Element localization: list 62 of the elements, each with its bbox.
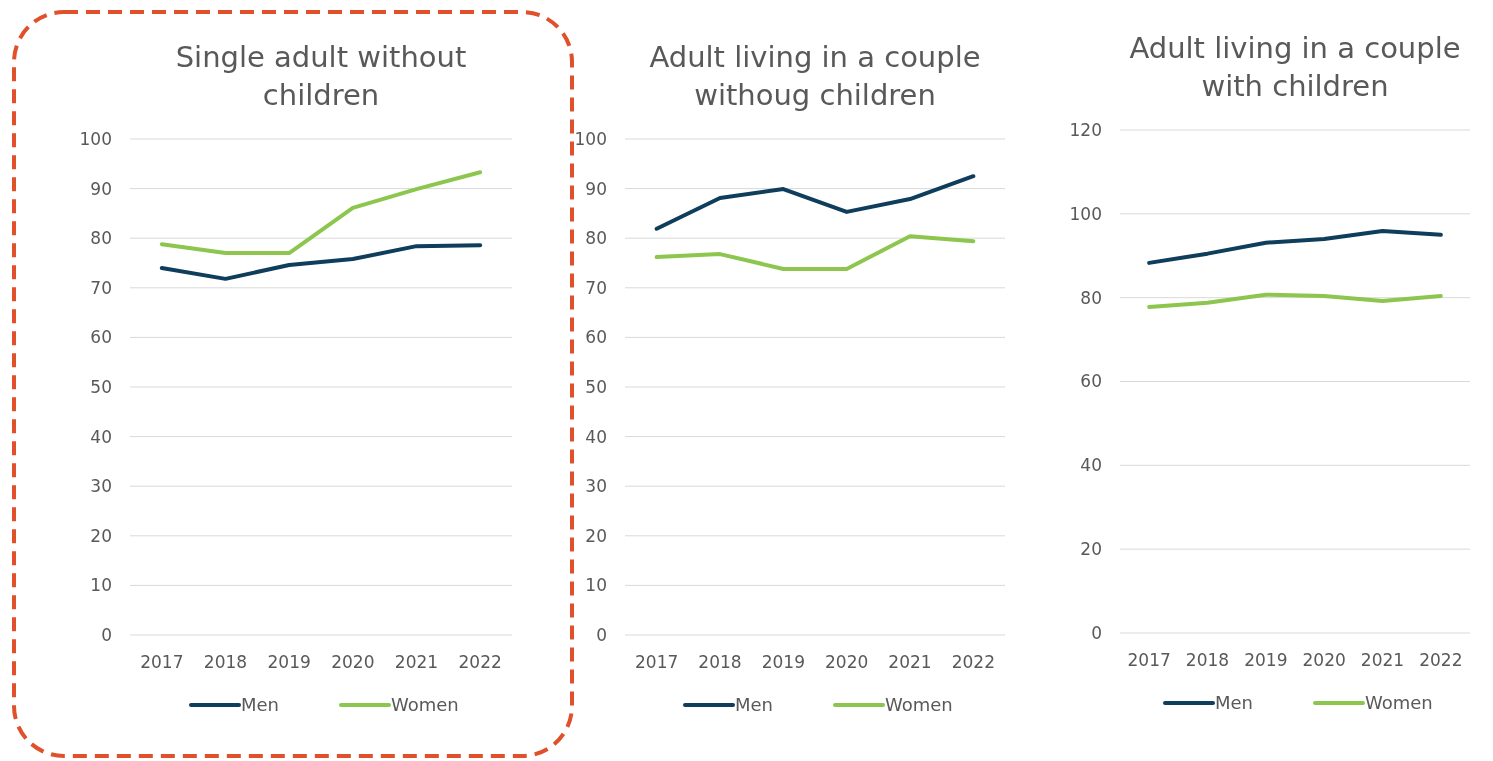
y-tick-label: 40 xyxy=(1080,455,1102,476)
y-tick-label: 100 xyxy=(1069,203,1102,224)
x-tick-label: 2017 xyxy=(635,652,679,672)
legend-label: Women xyxy=(391,694,459,716)
y-tick-label: 100 xyxy=(574,128,607,149)
y-tick-label: 10 xyxy=(585,575,607,596)
x-tick-label: 2022 xyxy=(1419,650,1463,670)
x-tick-label: 2018 xyxy=(1185,650,1230,670)
y-tick-label: 80 xyxy=(585,228,607,249)
x-tick-label: 2022 xyxy=(458,652,502,672)
line-series xyxy=(1147,292,1443,309)
chart-title: Adult living in a couple withoug children xyxy=(649,40,981,112)
x-tick-label: 2018 xyxy=(203,652,248,672)
y-tick-label: 50 xyxy=(585,376,607,397)
y-tick-label: 70 xyxy=(90,277,112,298)
y-tick-label: 80 xyxy=(1080,287,1102,308)
y-tick-label: 100 xyxy=(79,128,112,149)
y-tick-label: 60 xyxy=(90,327,112,348)
line-series xyxy=(159,243,483,281)
chart-title: Single adult without children xyxy=(175,40,467,112)
line-series xyxy=(654,174,976,231)
y-tick-label: 30 xyxy=(585,476,607,497)
x-tick-label: 2019 xyxy=(1244,650,1288,670)
y-tick-label: 60 xyxy=(1080,371,1102,392)
y-tick-label: 0 xyxy=(101,624,112,645)
chart-title: Adult living in a couple with children xyxy=(1129,31,1461,103)
y-tick-label: 20 xyxy=(90,525,112,546)
y-tick-label: 70 xyxy=(585,277,607,298)
x-tick-label: 2018 xyxy=(698,652,742,672)
y-tick-label: 30 xyxy=(90,476,112,497)
line-series xyxy=(159,170,483,256)
y-tick-label: 20 xyxy=(585,525,607,546)
x-tick-label: 2022 xyxy=(951,652,995,672)
legend-label: Women xyxy=(885,694,953,716)
x-tick-label: 2019 xyxy=(761,652,805,672)
y-tick-label: 120 xyxy=(1069,119,1102,140)
line-series xyxy=(654,234,976,271)
x-tick-label: 2021 xyxy=(394,652,439,672)
y-tick-label: 40 xyxy=(90,426,112,447)
y-tick-label: 0 xyxy=(596,624,607,645)
y-tick-label: 50 xyxy=(90,376,112,397)
x-tick-label: 2017 xyxy=(140,652,184,672)
legend-label: Women xyxy=(1365,692,1433,714)
x-tick-label: 2020 xyxy=(825,652,869,672)
y-tick-label: 40 xyxy=(585,426,607,447)
legend-label: Men xyxy=(1215,692,1254,714)
legend-label: Men xyxy=(735,694,774,716)
y-tick-label: 20 xyxy=(1080,539,1102,560)
line-series xyxy=(1147,229,1443,265)
y-tick-label: 90 xyxy=(90,178,112,199)
y-tick-label: 60 xyxy=(585,327,607,348)
y-tick-label: 90 xyxy=(585,178,607,199)
x-tick-label: 2019 xyxy=(267,652,311,672)
legend-label: Men xyxy=(241,694,280,716)
y-tick-label: 10 xyxy=(90,575,112,596)
x-tick-label: 2020 xyxy=(1302,650,1346,670)
x-tick-label: 2017 xyxy=(1127,650,1171,670)
x-tick-label: 2021 xyxy=(888,652,932,672)
x-tick-label: 2021 xyxy=(1360,650,1405,670)
x-tick-label: 2020 xyxy=(331,652,375,672)
y-tick-label: 80 xyxy=(90,228,112,249)
y-tick-label: 0 xyxy=(1091,622,1102,643)
